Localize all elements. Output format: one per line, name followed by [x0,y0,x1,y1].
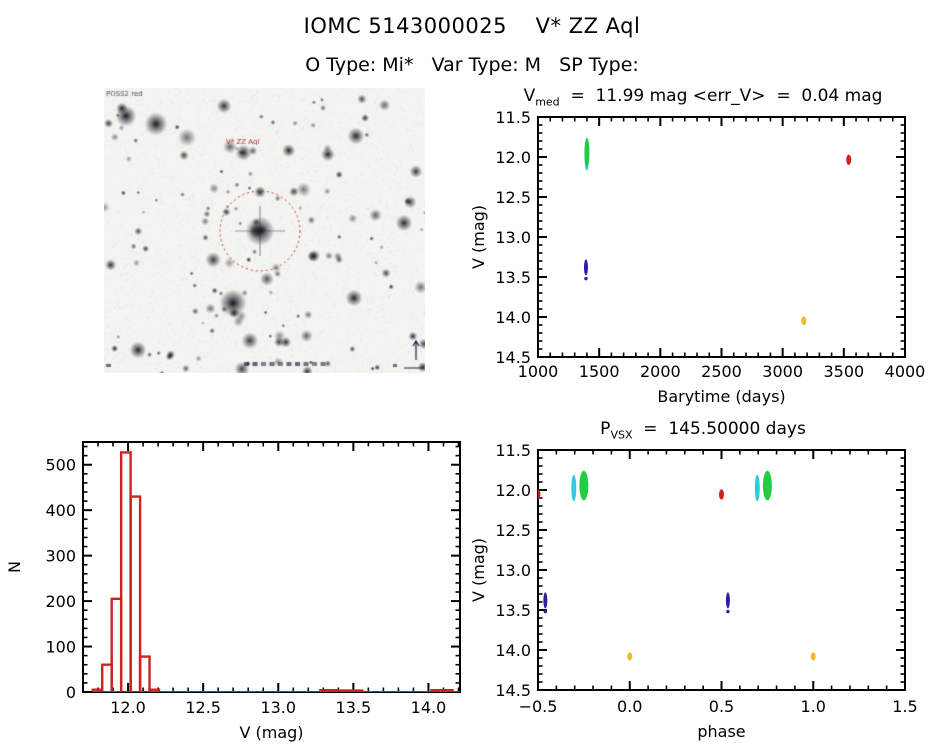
histogram-bar [119,451,132,692]
y-tick-label: 11.5 [495,441,531,460]
phase-title-pre: P [600,419,611,439]
y-tick-label: 12.5 [495,521,531,540]
lightcurve-title-sub: med [535,95,560,109]
cluster-navy-dot [584,276,588,281]
page-title: IOMC 5143000025 V* ZZ Aql [303,14,641,38]
lightcurve-title-rest: = 11.99 mag <err_V> = 0.04 mag [559,86,883,106]
histogram-bar [101,663,113,692]
cluster-cyan-right [754,474,760,502]
phase-plot: −0.5 0.0 0.5 1.0 1.5 11.5 12.0 12.5 13.0 13.5 14.0… [469,441,918,741]
y-tick-label: 14.5 [495,681,531,700]
y-tick-label: 12.5 [495,188,531,207]
y-tick-label: 500 [45,456,76,475]
x-tick-label: 2000 [640,362,681,381]
y-axis-label: N [5,561,24,573]
histogram-bar [110,597,123,692]
cluster-green-right [762,470,772,501]
y-tick-label: 0 [66,683,76,702]
cluster-navy-left-dot [543,609,548,614]
finder-chart-image [104,88,425,373]
histogram-bar-small [337,689,364,692]
cluster-navy-left [543,592,548,609]
x-axis-label: Barytime (days) [657,387,785,406]
cluster-red-mid [719,489,724,500]
y-tick-label: 12.0 [495,148,531,167]
lightcurve-title-pre: V [523,86,536,106]
histogram-bar [129,495,142,692]
y-tick-label: 14.0 [495,641,531,660]
y-tick-label: 200 [45,592,76,611]
page-subtitle: O Type: Mi* Var Type: M SP Type: [305,54,639,76]
y-tick-label: 14.5 [495,348,531,367]
x-tick-label: 2500 [701,362,742,381]
x-tick-label: 3500 [823,362,864,381]
y-tick-label: 13.5 [495,601,531,620]
cluster-cyan-left [571,474,577,502]
x-tick-label: −0.5 [519,697,558,716]
x-axis-label: phase [697,722,745,741]
phase-title: PVSX = 145.50000 days [462,419,944,441]
x-tick-label: 13.5 [336,698,372,717]
x-tick-label: 0.5 [709,697,734,716]
lightcurve-title: Vmed = 11.99 mag <err_V> = 0.04 mag [462,86,944,108]
y-tick-label: 14.0 [495,308,531,327]
x-tick-label: 0.0 [617,697,642,716]
x-tick-label: 13.0 [260,698,296,717]
data-layer [538,470,816,661]
x-tick-label: 3000 [762,362,803,381]
x-tick-label: 1.5 [892,697,917,716]
histogram-bar [148,688,161,692]
y-tick-label: 400 [45,501,76,520]
y-tick-label: 13.5 [495,268,531,287]
cluster-navy-mid-dot [726,609,730,614]
x-tick-label: 1000 [518,362,559,381]
y-tick-label: 13.0 [495,228,531,247]
y-tick-label: 11.5 [495,108,531,127]
y-tick-label: 300 [45,547,76,566]
cluster-gold [801,316,807,325]
phase-title-rest: = 145.50000 days [632,419,806,439]
y-tick-label: 13.0 [495,561,531,580]
x-tick-label: 1500 [579,362,620,381]
histogram-bar-small [319,688,339,692]
cluster-red-left [538,489,541,500]
histogram-bar-small [430,688,454,692]
cluster-navy [583,259,588,276]
data-layer [91,451,460,692]
phase-title-sub: VSX [610,428,633,442]
cluster-green [584,137,590,168]
x-tick-label: 14.0 [411,698,447,717]
x-tick-label: 1.0 [801,697,826,716]
cluster-red [846,154,852,165]
histogram-bar [138,655,151,692]
cluster-green-left [579,470,589,501]
cluster-navy-mid [725,592,730,609]
x-tick-label: 12.0 [110,698,146,717]
histogram-plot: 12.0 12.5 13.0 13.5 14.0 0 100 200 300 400 500 V (m… [5,441,461,742]
y-axis-label: V (mag) [469,205,488,269]
cluster-gold-left [627,652,633,661]
y-axis-label: V (mag) [469,538,488,602]
cluster-gold-right [810,652,816,661]
data-layer [583,137,852,325]
x-tick-label: 12.5 [185,698,221,717]
plot-frame [537,116,906,358]
plot-frame [537,449,906,691]
y-tick-label: 100 [45,638,76,657]
y-tick-label: 12.0 [495,481,531,500]
lightcurve-plot: 1000 1500 2000 2500 3000 3500 4000 11.5 12.0 12.5… [469,108,926,406]
x-tick-label: 4000 [885,362,926,381]
x-axis-label: V (mag) [239,723,303,742]
